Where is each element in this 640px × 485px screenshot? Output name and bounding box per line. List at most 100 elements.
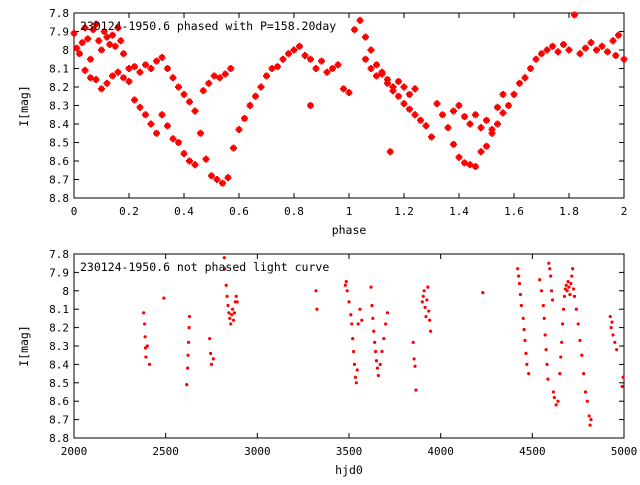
phased-data-point: [400, 100, 408, 108]
phased-data-point: [384, 76, 391, 84]
phased-data-point: [221, 70, 229, 78]
unphased-data-point: [523, 338, 527, 343]
phased-data-point: [356, 16, 364, 24]
unphased-data-point: [234, 294, 238, 298]
unphased-data-point: [231, 318, 236, 322]
phased-data-point: [483, 116, 490, 124]
phased-data-point: [488, 129, 496, 137]
unphased-data-point: [187, 314, 192, 319]
unphased-data-point: [518, 292, 523, 297]
unphased-data-point: [565, 289, 569, 293]
phased-data-point: [417, 116, 424, 124]
phased-data-point: [158, 111, 166, 119]
phased-data-point: [620, 55, 628, 63]
phased-y-axis-label: I[mag]: [17, 85, 31, 127]
phased-data-point: [164, 65, 171, 72]
unphased-y-tick-label: 8.7: [49, 414, 69, 427]
phased-data-point: [92, 20, 100, 28]
phased-data-point: [439, 111, 446, 119]
phased-data-point: [180, 150, 188, 158]
phased-data-point: [351, 26, 358, 34]
unphased-data-point: [525, 362, 529, 366]
phased-x-axis-label: phase: [332, 223, 367, 237]
unphased-data-point: [543, 333, 547, 337]
unphased-x-tick-label: 2000: [61, 445, 88, 458]
unphased-data-point: [558, 372, 562, 376]
phased-data-point: [73, 44, 81, 52]
unphased-data-point: [225, 294, 229, 298]
unphased-y-tick-label: 8.2: [49, 322, 69, 335]
unphased-data-point: [560, 340, 564, 344]
phased-data-point: [444, 124, 452, 132]
unphased-data-point: [608, 314, 612, 319]
phased-data-point: [81, 66, 89, 74]
unphased-data-point: [481, 291, 485, 295]
phased-data-point: [191, 161, 199, 169]
unphased-data-point: [142, 322, 147, 326]
phased-data-point: [450, 140, 457, 148]
phased-y-tick-label: 8.2: [49, 81, 69, 94]
phased-data-point: [604, 48, 611, 56]
unphased-data-point: [314, 289, 318, 293]
unphased-data-point: [420, 300, 424, 304]
unphased-y-tick-label: 8.5: [49, 377, 69, 390]
unphased-data-point: [382, 337, 386, 341]
unphased-data-point: [425, 298, 429, 302]
phased-data-point: [142, 61, 149, 69]
phased-data-point: [205, 79, 213, 87]
unphased-data-point: [615, 348, 619, 352]
phased-data-point: [106, 40, 114, 48]
phased-data-point: [103, 33, 111, 41]
phased-data-point: [543, 46, 551, 54]
unphased-data-point: [580, 353, 584, 357]
unphased-data-point: [142, 311, 146, 315]
phased-data-point: [213, 176, 221, 183]
phased-data-point: [422, 122, 430, 130]
unphased-data-point: [583, 390, 588, 394]
phased-x-tick-label: 2: [621, 205, 628, 218]
unphased-data-point: [344, 280, 348, 284]
unphased-data-point: [587, 414, 591, 418]
unphased-chart-panel: 2000 2500 3000 3500 4000 4500 5000 7.8 7.9 8 8.1 8…: [17, 248, 637, 477]
phased-data-point: [521, 74, 529, 82]
unphased-data-point: [315, 307, 319, 311]
unphased-data-point: [538, 278, 542, 282]
phased-data-point: [230, 144, 237, 152]
unphased-data-point: [571, 267, 575, 271]
unphased-data-point: [562, 294, 567, 298]
unphased-data-point: [539, 289, 544, 293]
phased-data-point: [384, 79, 391, 87]
phased-y-tick-label: 8.4: [49, 118, 69, 131]
phased-data-point: [285, 50, 292, 58]
phased-data-point: [279, 55, 287, 63]
unphased-x-axis-label: hjd0: [335, 463, 363, 477]
phased-data-point: [373, 61, 380, 69]
phased-x-tick-label: 1.4: [449, 205, 469, 218]
phased-plot-frame: [73, 12, 625, 199]
phased-data-point: [98, 46, 105, 54]
unphased-data-point: [546, 377, 550, 381]
unphased-data-point: [230, 307, 235, 311]
phased-y-tick-label: 8.8: [49, 192, 69, 205]
phased-data-point: [186, 98, 193, 106]
phased-data-point: [87, 55, 94, 63]
phased-data-point: [510, 90, 518, 98]
phased-data-point: [362, 33, 369, 41]
phased-data-point: [125, 65, 133, 72]
phased-data-point: [406, 90, 413, 98]
phased-data-point: [494, 120, 501, 128]
unphased-data-point: [227, 311, 231, 315]
unphased-data-point: [609, 326, 613, 330]
phased-data-point: [274, 63, 281, 71]
phased-data-point: [120, 50, 127, 58]
phased-data-point: [400, 83, 408, 91]
phased-data-point: [95, 37, 103, 45]
unphased-data-point: [385, 311, 390, 315]
phased-data-point: [466, 120, 474, 128]
unphased-data-point: [353, 375, 358, 379]
unphased-data-point: [621, 375, 625, 379]
unphased-y-tick-label: 8.8: [49, 432, 69, 445]
unphased-data-point: [559, 355, 563, 359]
unphased-data-point: [522, 327, 526, 332]
phased-data-point: [241, 114, 248, 122]
